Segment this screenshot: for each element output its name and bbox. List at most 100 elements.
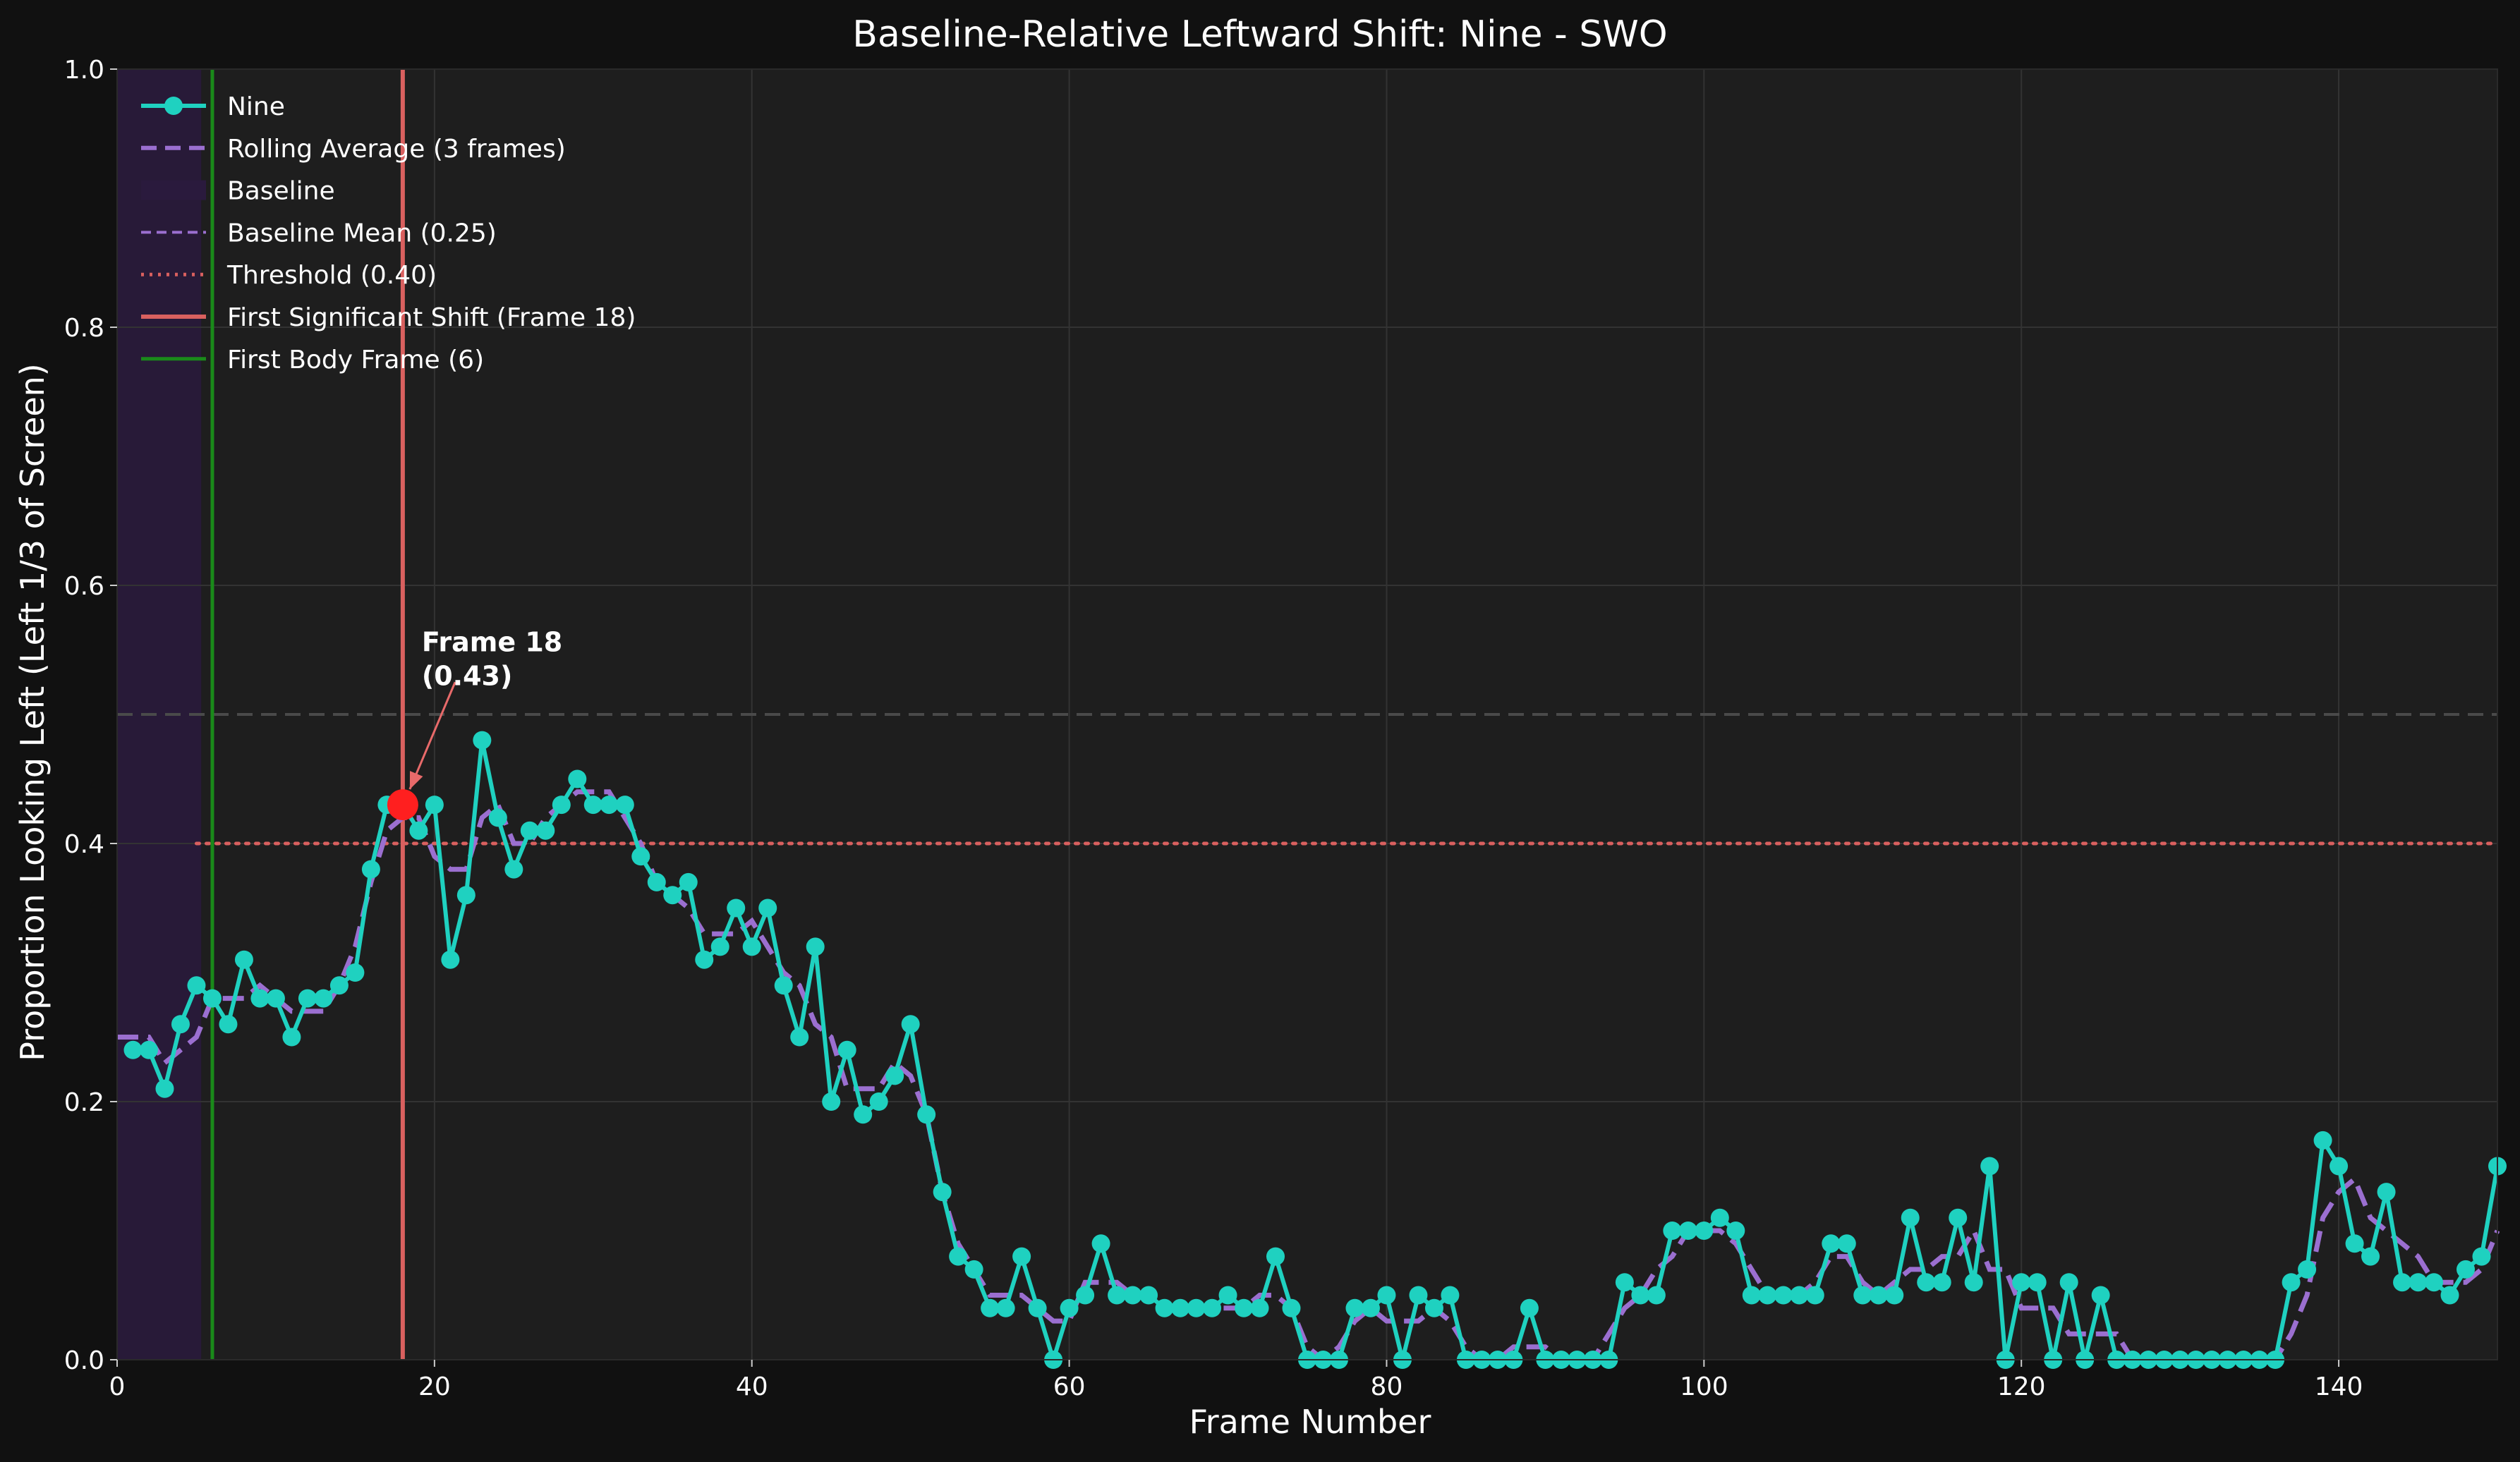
data-point — [1822, 1234, 1841, 1253]
data-point — [1171, 1298, 1190, 1317]
data-point — [1424, 1298, 1443, 1317]
legend-label: Rolling Average (3 frames) — [227, 135, 566, 164]
data-point — [1218, 1286, 1237, 1305]
plot-frame — [116, 68, 2498, 1360]
data-point — [1837, 1234, 1856, 1253]
data-point — [758, 898, 777, 918]
data-point — [1678, 1222, 1697, 1240]
data-point — [1235, 1298, 1254, 1317]
data-point — [600, 796, 619, 815]
legend-item: Nine — [141, 92, 285, 121]
data-point — [837, 1040, 856, 1059]
data-point — [2313, 1131, 2332, 1150]
data-point — [996, 1298, 1015, 1317]
data-point — [282, 1028, 301, 1047]
data-point — [1964, 1273, 1983, 1292]
data-point — [1028, 1298, 1047, 1317]
data-point — [2361, 1247, 2380, 1266]
y-tick-label: 0.8 — [64, 314, 104, 343]
data-point — [1282, 1298, 1301, 1317]
y-axis-label: Proportion Looking Left (Left 1/3 of Scr… — [13, 363, 52, 1061]
x-tick-label: 140 — [2315, 1372, 2363, 1401]
data-point — [901, 1015, 920, 1034]
data-point — [473, 731, 492, 750]
legend-marker — [164, 97, 183, 115]
data-point — [504, 860, 523, 879]
data-point — [2377, 1183, 2396, 1202]
data-point — [695, 950, 714, 969]
data-point — [1885, 1286, 1904, 1305]
y-tick-label: 0.2 — [64, 1088, 104, 1117]
data-point — [917, 1105, 936, 1124]
data-point — [981, 1298, 1000, 1317]
x-tick-label: 80 — [1371, 1372, 1403, 1401]
legend-item: Baseline Mean (0.25) — [141, 219, 497, 248]
x-axis-label: Frame Number — [1189, 1403, 1431, 1441]
data-point — [1203, 1298, 1222, 1317]
data-point — [1949, 1208, 1968, 1227]
data-point — [1155, 1298, 1174, 1317]
data-point — [583, 796, 602, 815]
data-point — [1932, 1273, 1951, 1292]
data-point — [1250, 1298, 1269, 1317]
data-point — [774, 976, 793, 995]
x-axis-ticks: 0 20 40 60 80 100 120 140 — [109, 1360, 2363, 1401]
data-point — [456, 886, 475, 905]
legend-item: Baseline — [141, 177, 335, 206]
data-point — [663, 886, 682, 905]
y-tick-label: 0.4 — [64, 830, 104, 859]
data-point — [1091, 1234, 1110, 1253]
data-point — [1726, 1222, 1745, 1240]
data-point — [647, 872, 666, 891]
data-point — [1012, 1247, 1031, 1266]
data-point — [346, 963, 365, 982]
data-point — [1695, 1222, 1714, 1240]
data-point — [441, 950, 460, 969]
data-point — [1742, 1286, 1761, 1305]
data-point — [2059, 1273, 2078, 1292]
data-point — [2091, 1286, 2110, 1305]
data-point — [314, 989, 333, 1008]
x-tick-label: 0 — [109, 1372, 126, 1401]
data-point — [1710, 1208, 1729, 1227]
data-point — [615, 796, 634, 815]
data-point — [1758, 1286, 1777, 1305]
data-point — [298, 989, 317, 1008]
data-point — [2282, 1273, 2301, 1292]
data-point — [679, 872, 698, 891]
data-point — [885, 1066, 904, 1085]
data-point — [1377, 1286, 1396, 1305]
data-point — [536, 821, 555, 840]
data-point — [2457, 1260, 2476, 1279]
data-point — [822, 1092, 841, 1111]
y-tick-label: 0.6 — [64, 572, 104, 601]
data-point — [631, 847, 650, 866]
y-tick-label: 1.0 — [64, 56, 104, 85]
data-point — [1790, 1286, 1809, 1305]
data-point — [568, 769, 587, 788]
data-point — [933, 1183, 952, 1202]
data-point — [869, 1092, 888, 1111]
data-point — [727, 898, 746, 918]
data-point — [1076, 1286, 1095, 1305]
data-point — [520, 821, 539, 840]
data-point — [1361, 1298, 1380, 1317]
data-point — [1123, 1286, 1142, 1305]
data-point — [1441, 1286, 1460, 1305]
data-point — [1409, 1286, 1428, 1305]
data-point — [2425, 1273, 2444, 1292]
legend-label: Nine — [227, 92, 285, 121]
data-point — [219, 1015, 238, 1034]
x-tick-label: 120 — [1997, 1372, 2046, 1401]
legend-label: Threshold (0.40) — [226, 261, 437, 290]
annotation-label-value: (0.43) — [422, 661, 513, 692]
data-point — [1853, 1286, 1872, 1305]
legend-label: First Significant Shift (Frame 18) — [227, 303, 636, 332]
data-point — [1187, 1298, 1206, 1317]
data-point — [155, 1079, 174, 1098]
annotation-arrow — [408, 681, 456, 790]
data-point — [409, 821, 428, 840]
data-point — [1520, 1298, 1539, 1317]
data-point — [742, 937, 761, 956]
y-axis-ticks: 0.0 0.2 0.4 0.6 0.8 1.0 — [64, 56, 117, 1375]
